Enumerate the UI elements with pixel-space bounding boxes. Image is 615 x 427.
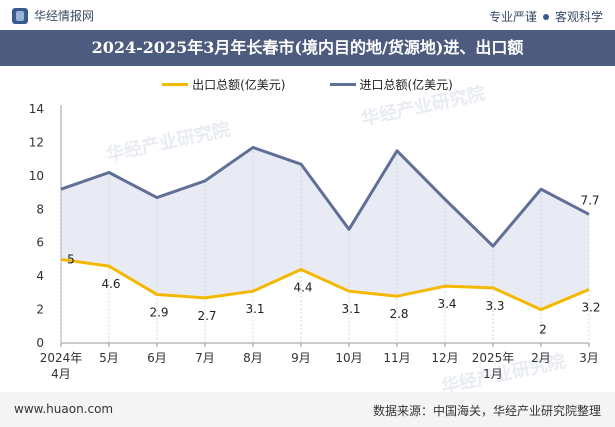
- export-data-label: 2: [539, 323, 547, 337]
- footer-source: 数据来源：中国海关，华经产业研究院整理: [372, 404, 601, 418]
- series-line-export: [60, 257, 590, 312]
- area-fill: [61, 147, 589, 310]
- x-tick-label: 12月: [431, 351, 458, 365]
- tagline-left: 专业严谨: [488, 10, 537, 24]
- x-tick-label: 5月: [99, 351, 119, 365]
- x-tick-label: 2024年: [40, 351, 83, 365]
- x-tick-label: 3月: [579, 351, 599, 365]
- brand-name: 华经情报网: [34, 9, 95, 23]
- x-tick-label: 10月: [335, 351, 362, 365]
- legend-item-export: 出口总额(亿美元): [162, 76, 286, 93]
- bullet-icon: [542, 13, 549, 20]
- x-tick-label: 6月: [147, 351, 167, 365]
- series-line-import: [60, 145, 590, 248]
- export-data-label: 2.9: [149, 306, 168, 320]
- y-tick-label: 0: [36, 336, 44, 350]
- y-tick-label: 6: [36, 236, 44, 250]
- footer: www.huaon.com 数据来源：中国海关，华经产业研究院整理: [0, 392, 615, 427]
- export-data-label: 3.1: [341, 302, 360, 316]
- x-tick-label: 7月: [195, 351, 215, 365]
- legend-label-import: 进口总额(亿美元): [359, 78, 453, 92]
- x-tick-label: 9月: [291, 351, 311, 365]
- chart-title: 2024-2025年3月年长春市(境内目的地/货源地)进、出口额: [91, 38, 524, 57]
- x-tick-label: 8月: [243, 351, 263, 365]
- export-data-label: 5: [67, 252, 75, 266]
- x-tick-label: 2月: [531, 351, 551, 365]
- y-tick-label: 10: [29, 169, 44, 183]
- x-tick-label: 11月: [383, 351, 410, 365]
- tagline-right: 客观科学: [554, 10, 603, 24]
- y-tick-label: 4: [36, 269, 44, 283]
- title-bar: 2024-2025年3月年长春市(境内目的地/货源地)进、出口额: [0, 30, 615, 66]
- x-tick-label: 4月: [51, 367, 71, 381]
- x-tick-label: 2025年: [472, 351, 515, 365]
- export-data-label: 2.7: [197, 309, 216, 323]
- brand: 华经情报网: [12, 7, 94, 24]
- export-data-label: 3.2: [581, 301, 600, 315]
- legend-swatch-import: [329, 83, 356, 86]
- export-data-label: 4.6: [101, 277, 120, 291]
- export-data-label: 4.4: [293, 280, 312, 294]
- legend-swatch-export: [162, 83, 189, 86]
- chart-legend: 出口总额(亿美元) 进口总额(亿美元): [0, 76, 615, 93]
- export-data-label: 3.3: [485, 299, 504, 313]
- export-data-label: 3.4: [437, 297, 456, 311]
- top-bar: 华经情报网 专业严谨 客观科学: [0, 0, 615, 30]
- logo-icon: [12, 7, 28, 24]
- y-tick-label: 14: [29, 102, 44, 116]
- legend-item-import: 进口总额(亿美元): [329, 76, 453, 93]
- footer-website[interactable]: www.huaon.com: [14, 402, 114, 416]
- export-data-label: 2.8: [389, 307, 408, 321]
- x-tick-label: 1月: [483, 367, 503, 381]
- export-data-label: 3.1: [245, 302, 264, 316]
- y-tick-label: 12: [29, 135, 44, 149]
- import-data-label: 7.7: [580, 193, 599, 207]
- y-tick-label: 2: [36, 303, 44, 317]
- tagline: 专业严谨 客观科学: [489, 8, 603, 25]
- legend-label-export: 出口总额(亿美元): [192, 78, 286, 92]
- chart-area: 0 2 4 6 8 10 12 14 2024年 4月 5月 6月 7月 8月 9月 10月 11月 12月 202…: [29, 102, 601, 381]
- y-tick-label: 8: [36, 202, 44, 216]
